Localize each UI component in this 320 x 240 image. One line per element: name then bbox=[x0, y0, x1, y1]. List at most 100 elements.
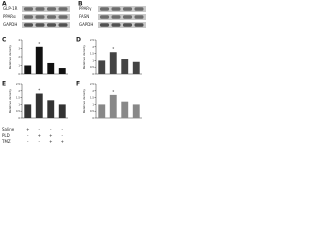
bar bbox=[109, 52, 117, 74]
blot-band bbox=[100, 23, 109, 27]
y-tick-label: 3 bbox=[18, 47, 20, 51]
condition-name: PLD bbox=[2, 133, 10, 138]
y-tick-label: 2 bbox=[92, 89, 94, 93]
condition-mark: - bbox=[27, 139, 29, 144]
condition-mark: - bbox=[39, 139, 41, 144]
band-label: GLP-1R bbox=[3, 6, 18, 11]
blot-band bbox=[111, 7, 121, 11]
blot-strip bbox=[98, 22, 146, 28]
condition-mark: - bbox=[27, 133, 29, 138]
blot-band bbox=[24, 23, 33, 27]
bar bbox=[98, 60, 106, 74]
blot-band bbox=[24, 7, 33, 11]
y-tick-label: 1 bbox=[18, 64, 20, 68]
y-tick-label: 2.5 bbox=[90, 82, 94, 86]
bar bbox=[47, 62, 55, 74]
blot-band bbox=[35, 7, 45, 11]
blot-band bbox=[35, 23, 45, 27]
panel-label: A bbox=[2, 1, 7, 8]
y-tick-label: 0.5 bbox=[16, 109, 20, 113]
bar bbox=[35, 93, 43, 118]
blot-band bbox=[47, 23, 56, 27]
y-tick-label: 2.5 bbox=[16, 82, 20, 86]
blot-strip bbox=[98, 6, 146, 12]
blot-band bbox=[111, 15, 121, 19]
blot-band bbox=[24, 15, 33, 19]
bar bbox=[132, 61, 140, 74]
y-axis-label: Relative density bbox=[8, 45, 12, 69]
figure: AGLP-1RPPARαGAPDHBPPARγFASNGAPDHCRelativ… bbox=[1, 1, 146, 144]
bar bbox=[47, 100, 55, 118]
y-tick-label: 0 bbox=[18, 116, 20, 120]
y-tick-label: 0 bbox=[92, 72, 94, 76]
band-label: GAPDH bbox=[79, 22, 93, 27]
condition-mark: + bbox=[49, 133, 52, 138]
blot-band bbox=[100, 15, 109, 19]
condition-mark: + bbox=[38, 133, 41, 138]
blot-band bbox=[134, 23, 144, 27]
band-label: FASN bbox=[79, 14, 89, 19]
blot-strip bbox=[22, 14, 70, 20]
y-tick-label: 0 bbox=[92, 116, 94, 120]
panel-label: B bbox=[78, 1, 83, 8]
blot-band bbox=[58, 23, 68, 27]
annotation: * bbox=[38, 41, 40, 46]
band-label: PPARγ bbox=[79, 6, 92, 11]
y-tick-label: 0 bbox=[18, 72, 20, 76]
bar bbox=[24, 104, 32, 118]
y-tick-label: 4 bbox=[18, 38, 20, 42]
y-axis-label: Relative density bbox=[82, 89, 86, 113]
bar bbox=[132, 104, 140, 118]
blot-band bbox=[47, 7, 56, 11]
y-axis-label: Relative density bbox=[8, 89, 12, 113]
bar bbox=[35, 46, 43, 74]
bar bbox=[121, 59, 129, 74]
blot-band bbox=[47, 15, 56, 19]
panel-label: C bbox=[2, 37, 7, 44]
band-label: PPARα bbox=[3, 14, 16, 19]
condition-mark: - bbox=[50, 127, 52, 132]
bar bbox=[121, 101, 129, 118]
condition-mark: - bbox=[39, 127, 41, 132]
blot-strip bbox=[22, 22, 70, 28]
y-tick-label: 1.5 bbox=[90, 96, 94, 100]
y-tick-label: 2 bbox=[18, 55, 20, 59]
y-tick-label: 1.5 bbox=[16, 96, 20, 100]
bar bbox=[98, 104, 106, 118]
annotation: * bbox=[112, 47, 114, 52]
blot-band bbox=[123, 15, 132, 19]
condition-name: Saline bbox=[2, 127, 15, 132]
y-tick-label: 0.5 bbox=[90, 109, 94, 113]
blot-band bbox=[123, 23, 132, 27]
bar bbox=[58, 68, 66, 74]
blot-band bbox=[111, 23, 121, 27]
panel-label: F bbox=[76, 81, 80, 88]
condition-mark: + bbox=[61, 139, 64, 144]
condition-mark: + bbox=[49, 139, 52, 144]
blot-band bbox=[100, 7, 109, 11]
condition-mark: - bbox=[62, 127, 64, 132]
y-tick-label: 2.5 bbox=[90, 38, 94, 42]
y-axis-label: Relative density bbox=[82, 45, 86, 69]
blot-band bbox=[134, 7, 144, 11]
condition-name: TMZ bbox=[1, 139, 11, 144]
blot-band bbox=[123, 7, 132, 11]
band-label: GAPDH bbox=[3, 22, 17, 27]
y-tick-label: 1 bbox=[18, 102, 20, 106]
blot-band bbox=[35, 15, 45, 19]
panel-label: E bbox=[2, 81, 6, 88]
y-tick-label: 1 bbox=[92, 58, 94, 62]
blot-band bbox=[58, 7, 68, 11]
y-tick-label: 2 bbox=[92, 45, 94, 49]
y-tick-label: 1.5 bbox=[90, 52, 94, 56]
blot-band bbox=[58, 15, 68, 19]
blot-strip bbox=[22, 6, 70, 12]
bar bbox=[58, 104, 66, 118]
condition-mark: - bbox=[62, 133, 64, 138]
y-tick-label: 2 bbox=[18, 89, 20, 93]
y-tick-label: 1 bbox=[92, 102, 94, 106]
blot-band bbox=[134, 15, 144, 19]
bar bbox=[109, 94, 117, 118]
panel-label: D bbox=[76, 37, 81, 44]
condition-mark: + bbox=[26, 127, 29, 132]
